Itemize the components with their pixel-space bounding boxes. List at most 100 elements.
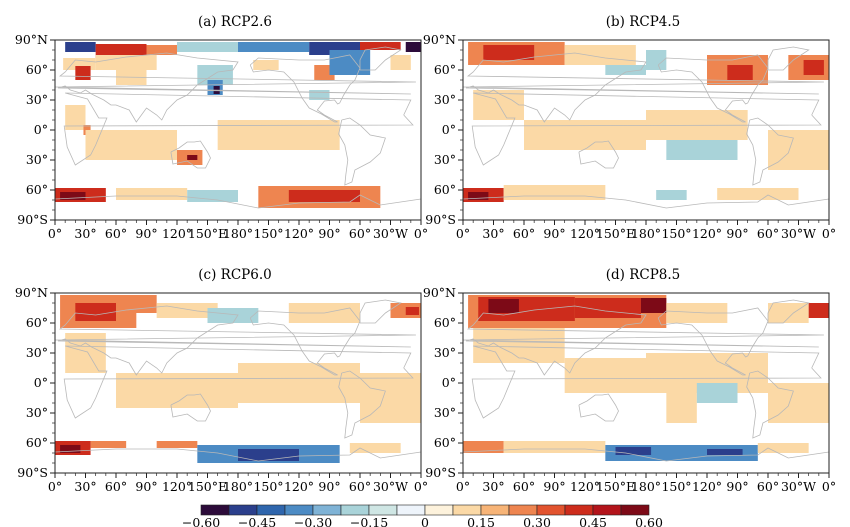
y-tick-label: 30° xyxy=(26,345,48,360)
x-tick-label: 150°E xyxy=(596,479,635,494)
coastline xyxy=(767,299,810,324)
x-tick-label: 90° xyxy=(318,226,340,241)
anomaly-cell xyxy=(666,140,738,160)
anomaly-cell xyxy=(666,393,697,423)
y-tick-label: 30° xyxy=(434,405,456,420)
panel-b-title: (b) RCP4.5 xyxy=(606,14,681,30)
colorbar: −0.60 −0.45 −0.30 −0.15 0 0.15 0.30 0.45 0.60 xyxy=(182,504,663,527)
y-tick-label: 0° xyxy=(34,375,48,390)
colorbar-swatch xyxy=(536,504,566,516)
anomaly-cell xyxy=(65,42,96,52)
x-tick-label: 30° xyxy=(482,226,504,241)
y-tick-label: 30° xyxy=(434,345,456,360)
coastline xyxy=(359,299,402,324)
anomaly-cell xyxy=(177,42,238,52)
y-tick-label: 90°S xyxy=(425,212,456,227)
colorbar-swatch xyxy=(508,504,538,516)
x-tick-label: 90° xyxy=(135,226,157,241)
anomaly-cell xyxy=(349,443,401,453)
x-tick-label: 30° xyxy=(482,479,504,494)
anomaly-cell xyxy=(564,45,636,65)
colorbar-swatch xyxy=(564,504,594,516)
x-tick-label: 0° xyxy=(48,226,62,241)
anomaly-cell xyxy=(808,303,829,318)
coastline xyxy=(462,52,824,123)
anomaly-cell xyxy=(116,295,157,313)
coastline xyxy=(170,140,211,169)
panel-d-title: (d) RCP8.5 xyxy=(606,267,681,283)
anomaly-cell xyxy=(60,192,86,200)
anomaly-cell xyxy=(605,65,646,75)
anomaly-cell xyxy=(757,443,809,453)
anomaly-cell xyxy=(656,190,687,200)
x-tick-label: 120° xyxy=(692,226,722,241)
colorbar-swatch xyxy=(620,504,650,516)
panel-c-title: (c) RCP6.0 xyxy=(198,267,271,283)
y-tick-label: 30° xyxy=(434,92,456,107)
colorbar-swatch xyxy=(368,504,398,516)
anomaly-cell xyxy=(717,188,799,200)
x-tick-label: 0° xyxy=(456,479,470,494)
x-tick-label: 0° xyxy=(414,479,428,494)
y-tick-label: 90°N xyxy=(423,32,456,47)
anomaly-cell xyxy=(803,60,824,75)
x-tick-label: 0° xyxy=(48,479,62,494)
x-tick-label: 0° xyxy=(822,226,836,241)
x-tick-label: 90° xyxy=(543,226,565,241)
coastline xyxy=(471,345,822,419)
coastline xyxy=(54,305,416,376)
colorbar-label: −0.15 xyxy=(350,515,388,527)
y-tick-label: 60° xyxy=(434,315,456,330)
y-tick-label: 30° xyxy=(26,405,48,420)
x-tick-label: 150° xyxy=(253,226,283,241)
anomaly-cell xyxy=(615,447,652,455)
colorbar-label: 0.30 xyxy=(523,515,551,527)
anomaly-cell xyxy=(463,441,504,453)
coastline xyxy=(54,52,416,123)
coastline xyxy=(63,92,414,166)
anomaly-cell xyxy=(309,90,330,100)
y-tick-label: 60° xyxy=(26,182,48,197)
colorbar-swatch xyxy=(592,504,622,516)
anomaly-cell xyxy=(483,45,535,60)
anomaly-cell xyxy=(95,44,147,58)
coastline xyxy=(746,370,794,439)
anomaly-cell xyxy=(253,60,279,70)
anomaly-cell xyxy=(405,42,421,52)
coastline xyxy=(471,92,822,166)
y-tick-label: 90°S xyxy=(17,465,48,480)
x-tick-label: 90° xyxy=(543,479,565,494)
y-tick-label: 60° xyxy=(26,435,48,450)
anomaly-cell xyxy=(503,185,606,200)
anomaly-cell xyxy=(360,42,401,50)
y-tick-label: 0° xyxy=(34,122,48,137)
anomaly-cell xyxy=(75,303,116,321)
anomaly-cell xyxy=(238,42,310,52)
anomaly-cell xyxy=(95,55,157,70)
colorbar-swatch xyxy=(256,504,286,516)
y-tick-label: 90°N xyxy=(15,285,48,300)
x-tick-label: 180° xyxy=(631,226,661,241)
anomaly-cell xyxy=(156,441,198,448)
coastline xyxy=(746,117,794,186)
anomaly-cell xyxy=(564,358,646,393)
y-tick-label: 90°S xyxy=(17,212,48,227)
x-tick-label: 150°E xyxy=(596,226,635,241)
x-tick-label: 150° xyxy=(661,226,691,241)
colorbar-swatch xyxy=(452,504,482,516)
y-tick-label: 60° xyxy=(26,315,48,330)
anomaly-cell xyxy=(666,303,728,323)
y-tick-label: 30° xyxy=(434,152,456,167)
y-tick-label: 30° xyxy=(26,92,48,107)
coastline xyxy=(338,370,386,439)
coastline xyxy=(54,447,422,462)
x-tick-label: 120° xyxy=(284,479,314,494)
y-tick-label: 60° xyxy=(434,182,456,197)
colorbar-swatch xyxy=(340,504,370,516)
x-tick-label: 30° xyxy=(74,226,96,241)
x-tick-label: 30°W xyxy=(781,479,816,494)
x-tick-label: 60° xyxy=(105,226,127,241)
coastline xyxy=(462,194,830,209)
anomaly-cell xyxy=(85,130,177,160)
